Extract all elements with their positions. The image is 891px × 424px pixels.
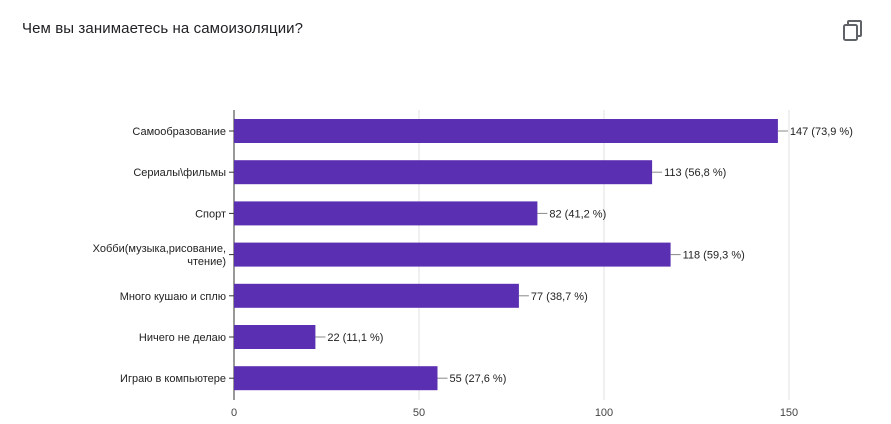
value-label: 77 (38,7 %) xyxy=(531,291,588,303)
category-label: Ничего не делаю xyxy=(139,332,226,344)
copy-icon xyxy=(843,20,862,41)
category-label: Спорт xyxy=(195,208,226,220)
x-tick-label: 150 xyxy=(780,407,798,419)
question-title: Чем вы занимаетесь на самоизоляции? xyxy=(22,20,304,37)
bar xyxy=(234,201,538,226)
category-label: Много кушаю и сплю xyxy=(120,291,226,303)
bar xyxy=(234,366,438,391)
value-label: 147 (73,9 %) xyxy=(790,126,853,138)
category-label: Играю в компьютере xyxy=(120,373,226,385)
category-label: чтение) xyxy=(187,256,226,268)
value-label: 113 (56,8 %) xyxy=(664,167,726,179)
value-label: 82 (41,2 %) xyxy=(549,208,606,220)
x-tick-label: 100 xyxy=(595,407,613,419)
bar xyxy=(234,325,316,349)
copy-chart-button[interactable] xyxy=(838,16,868,46)
value-label: 22 (11,1 %) xyxy=(327,332,383,344)
bar xyxy=(234,283,519,308)
bar xyxy=(234,160,653,185)
category-label: Сериалы\фильмы xyxy=(133,167,226,179)
x-tick-label: 0 xyxy=(231,407,237,419)
bar xyxy=(234,119,778,143)
category-label: Самообразование xyxy=(132,126,226,138)
value-label: 118 (59,3 %) xyxy=(683,250,745,262)
x-tick-label: 50 xyxy=(413,407,425,419)
value-label: 55 (27,6 %) xyxy=(450,373,507,385)
category-label: Хобби(музыка,рисование, xyxy=(93,243,226,255)
bar xyxy=(234,242,671,267)
